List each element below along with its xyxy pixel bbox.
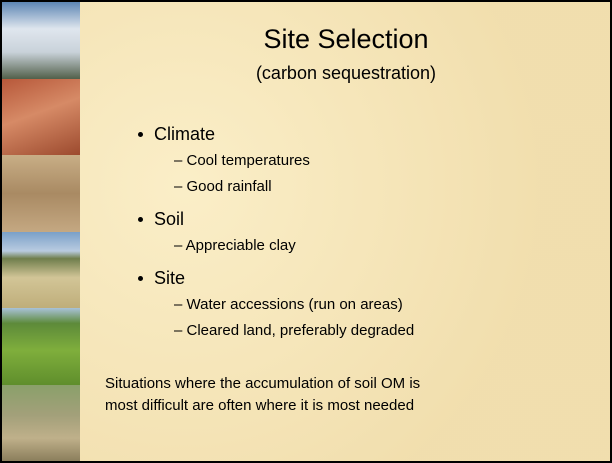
sub-bullet: – Water accessions (run on areas): [132, 292, 414, 318]
photo-green: [2, 308, 80, 385]
note-line: Situations where the accumulation of soi…: [105, 373, 420, 395]
bullet: Site: [132, 264, 414, 292]
sub-bullet: – Good rainfall: [132, 174, 414, 200]
note: Situations where the accumulation of soi…: [105, 373, 420, 417]
photo-sky: [2, 2, 80, 79]
photo-field: [2, 232, 80, 309]
page: Site Selection (carbon sequestration) Cl…: [0, 0, 612, 463]
note-line: most difficult are often where it is mos…: [105, 395, 420, 417]
bullet-list: Climate– Cool temperatures– Good rainfal…: [132, 120, 414, 344]
photo-red-soil: [2, 79, 80, 156]
bullet: Climate: [132, 120, 414, 148]
photo-strip: [2, 2, 80, 461]
bullet: Soil: [132, 205, 414, 233]
subtitle: (carbon sequestration): [82, 63, 610, 84]
sub-bullet: – Appreciable clay: [132, 233, 414, 259]
photo-erosion: [2, 385, 80, 462]
sub-bullet: – Cool temperatures: [132, 148, 414, 174]
title: Site Selection: [82, 24, 610, 55]
slide: Site Selection (carbon sequestration) Cl…: [0, 0, 612, 463]
photo-sand: [2, 155, 80, 232]
sub-bullet: – Cleared land, preferably degraded: [132, 318, 414, 344]
